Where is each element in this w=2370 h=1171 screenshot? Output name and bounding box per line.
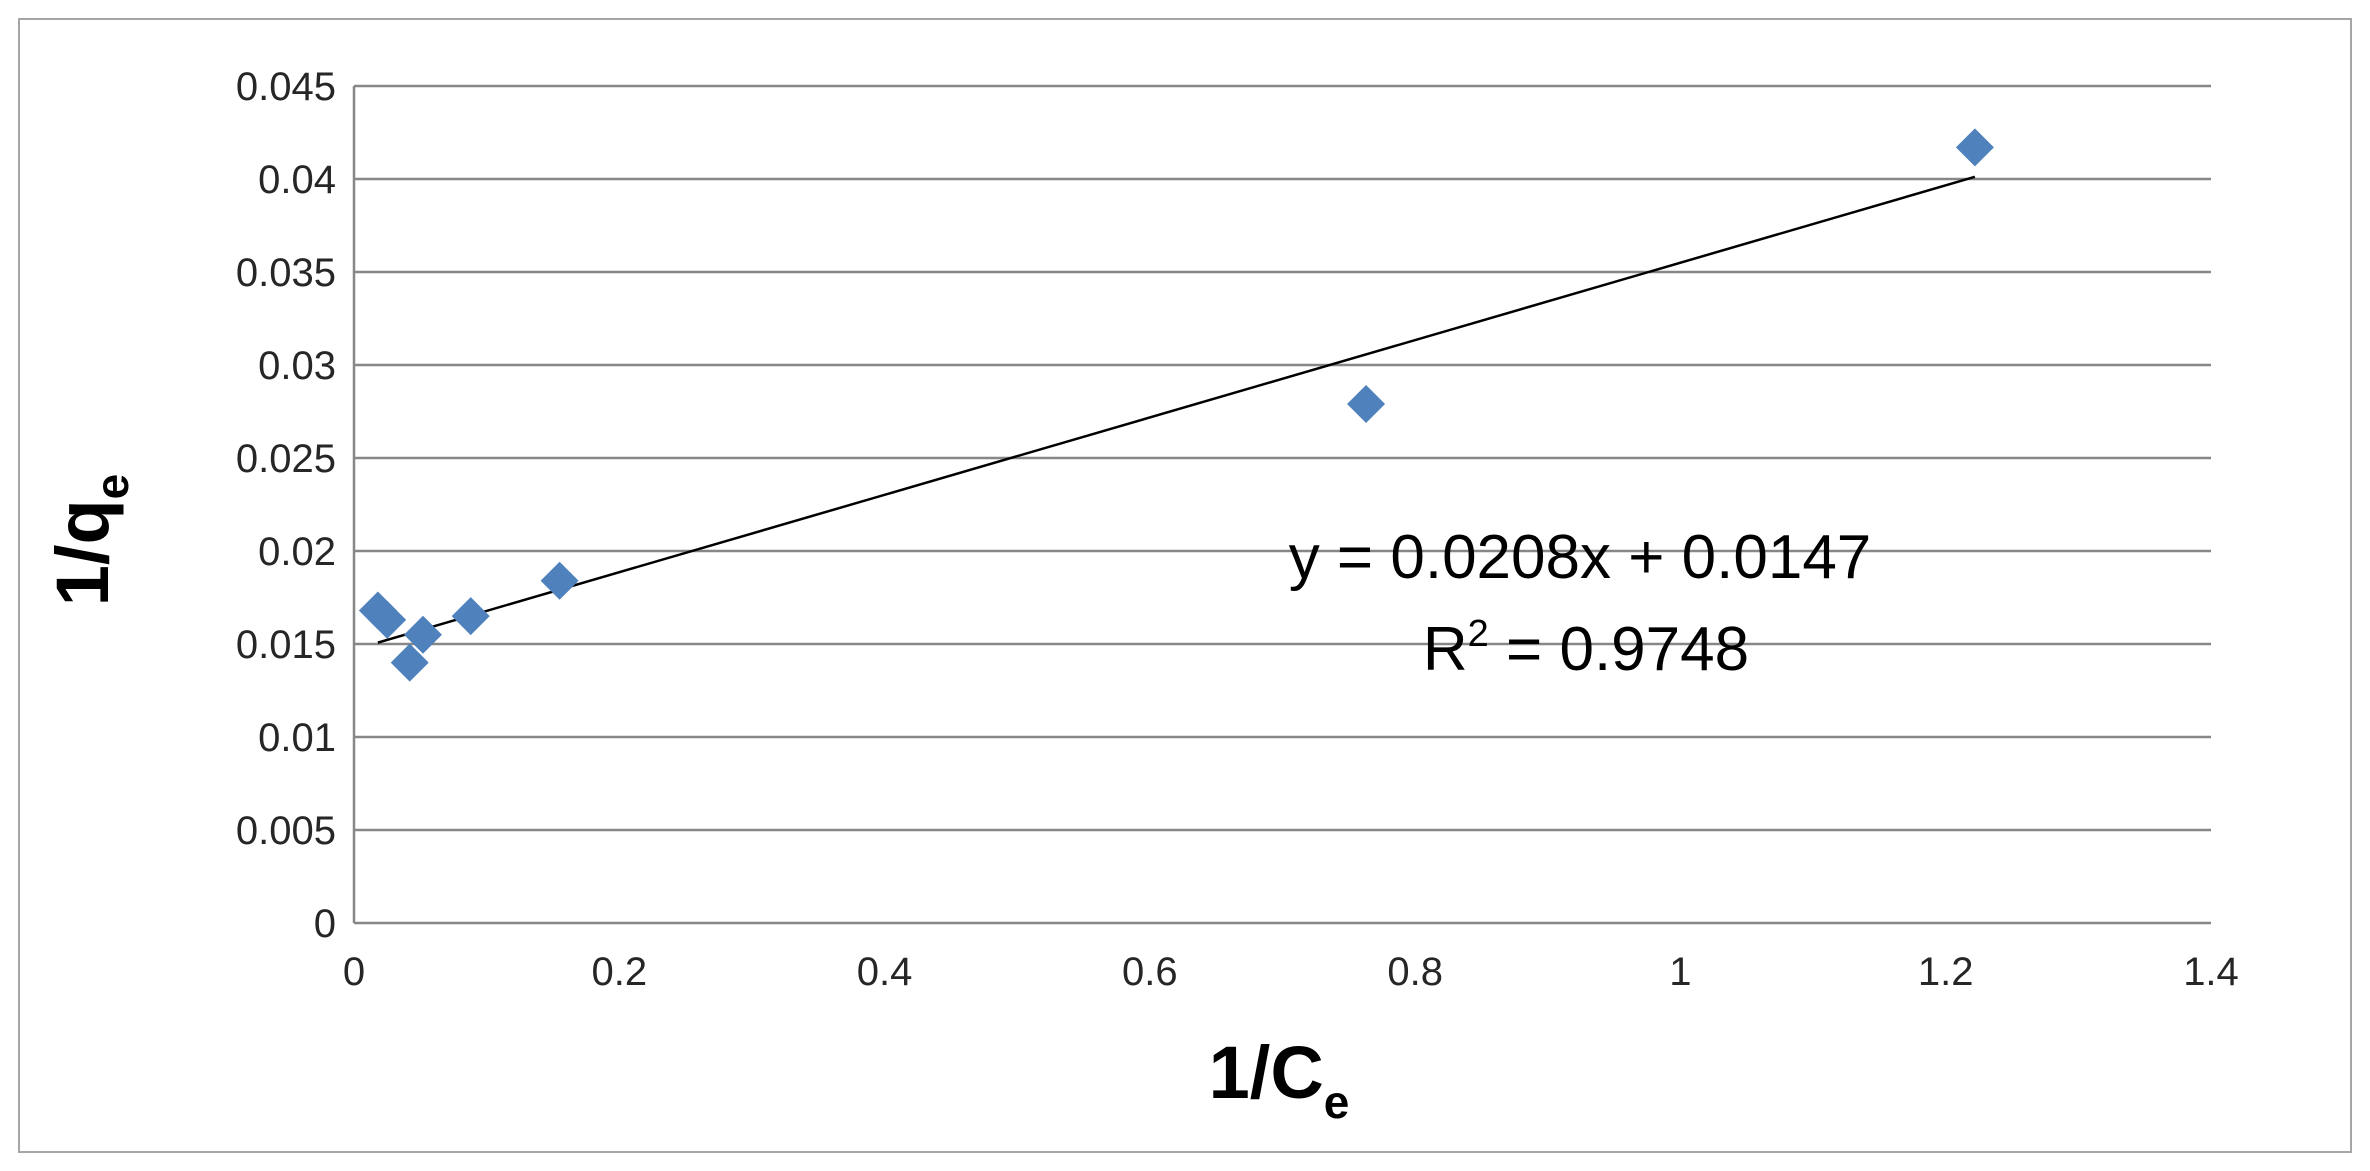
x-tick-label: 1.2 (1918, 950, 1974, 994)
chart-frame: 0 0.005 0.01 0.015 0.02 0.025 0.03 0.035 0.04 0.0… (18, 18, 2352, 1153)
data-point (1955, 128, 1994, 167)
x-tick-label: 0 (343, 950, 365, 994)
y-tick-label: 0.04 (258, 158, 336, 202)
x-tick-label: 0.6 (1122, 950, 1178, 994)
x-tick-labels: 0 0.2 0.4 0.6 0.8 1 1.2 1.4 (343, 950, 2239, 994)
y-tick-label: 0.01 (258, 716, 336, 760)
data-point (368, 600, 407, 639)
r-squared-label: R2 = 0.9748 (1423, 613, 1749, 684)
axes (352, 86, 2211, 925)
data-points (358, 128, 1994, 682)
data-point (1347, 385, 1386, 424)
y-axis-title: 1/qe (41, 474, 138, 607)
x-tick-label: 1 (1669, 950, 1691, 994)
data-point (451, 597, 490, 636)
y-tick-label: 0.02 (258, 530, 336, 574)
data-point (390, 643, 429, 682)
x-tick-label: 0.2 (591, 950, 647, 994)
y-tick-label: 0.015 (236, 623, 336, 667)
x-tick-label: 1.4 (2183, 950, 2239, 994)
y-tick-label: 0.035 (236, 251, 336, 295)
x-tick-label: 0.8 (1387, 950, 1443, 994)
data-point (540, 561, 579, 600)
y-tick-label: 0 (314, 902, 336, 946)
x-tick-label: 0.4 (857, 950, 913, 994)
y-tick-label: 0.005 (236, 809, 336, 853)
y-tick-label: 0.045 (236, 65, 336, 109)
y-tick-label: 0.03 (258, 344, 336, 388)
trendline-group (377, 175, 1976, 644)
trendline-equation: y = 0.0208x + 0.0147 (1289, 523, 1872, 592)
y-tick-labels: 0 0.005 0.01 0.015 0.02 0.025 0.03 0.035 0.04 0.0… (236, 65, 336, 946)
gridlines (354, 84, 2211, 832)
y-tick-label: 0.025 (236, 437, 336, 481)
x-axis-title: 1/Ce (1209, 1031, 1350, 1128)
trendline (377, 175, 1976, 644)
scatter-chart: 0 0.005 0.01 0.015 0.02 0.025 0.03 0.035 0.04 0.0… (41, 65, 2239, 1128)
data-point (403, 615, 442, 654)
